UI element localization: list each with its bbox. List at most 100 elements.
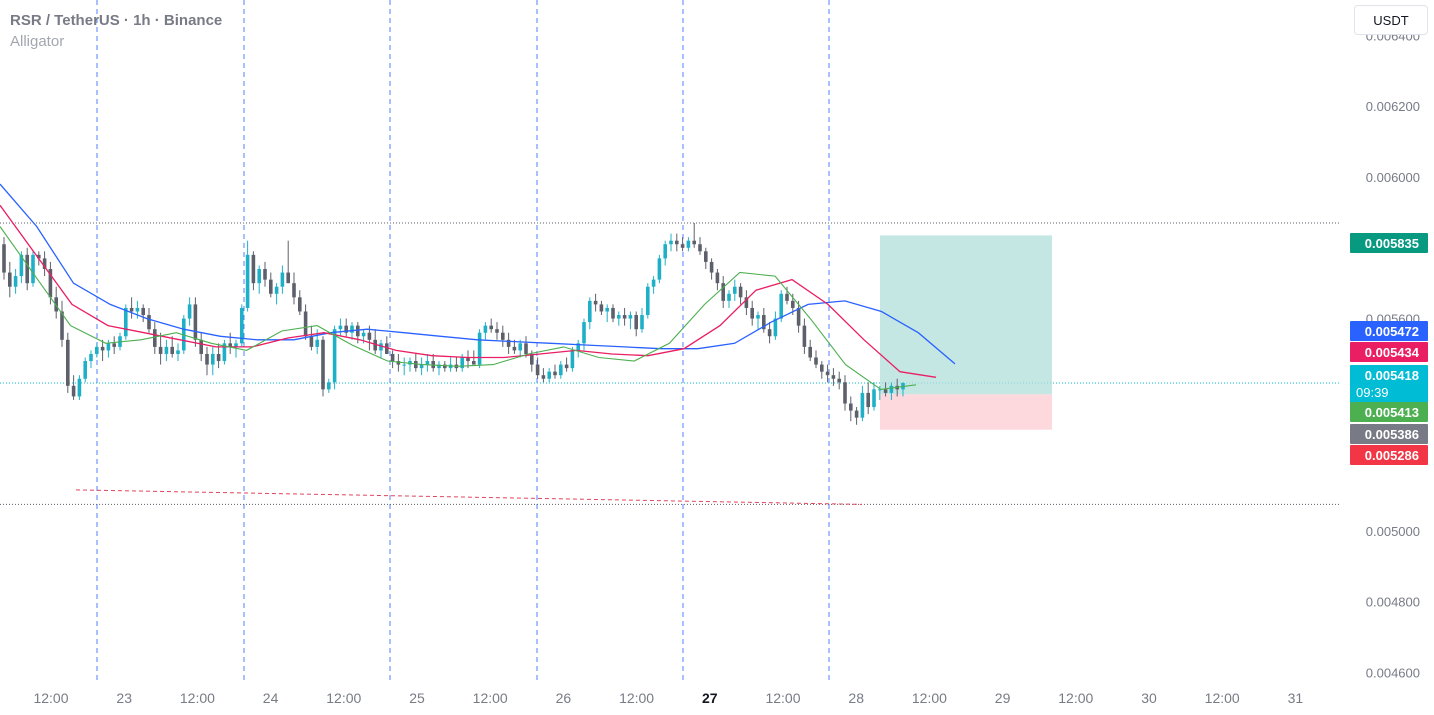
candle-body <box>727 293 731 301</box>
candle-body <box>263 269 267 280</box>
candle-body <box>547 371 551 379</box>
candle-body <box>425 361 430 365</box>
candle-body <box>820 364 824 372</box>
candle <box>251 251 256 291</box>
candle-body <box>129 307 134 312</box>
candle-body <box>170 346 174 354</box>
candle-body <box>721 283 725 301</box>
candle <box>646 283 650 319</box>
candle <box>42 251 47 277</box>
candle-body <box>872 389 876 408</box>
candle-body <box>860 392 865 418</box>
candle <box>860 385 865 422</box>
candle-body <box>495 329 499 333</box>
candle <box>605 304 609 323</box>
candle <box>77 375 82 400</box>
candle <box>8 261 12 298</box>
candle-body <box>524 343 528 354</box>
price-label-bg <box>1350 402 1428 422</box>
candle-body <box>628 315 633 319</box>
candle-body <box>292 283 296 298</box>
candle-body <box>541 375 546 379</box>
candle-body <box>530 353 534 365</box>
candle-body <box>19 254 24 277</box>
candle-body <box>153 329 157 347</box>
candle-body <box>112 343 116 347</box>
candle-body <box>564 364 569 369</box>
candle <box>599 300 604 316</box>
candle-body <box>385 343 389 354</box>
candle-body <box>187 304 192 319</box>
candle <box>750 300 754 326</box>
x-tick-label: 12:00 <box>473 690 508 706</box>
candle <box>211 346 215 376</box>
candle-body <box>779 293 783 319</box>
candle-body <box>686 240 691 248</box>
candle-body <box>315 339 319 347</box>
y-tick-label: 0.004800 <box>1366 595 1420 610</box>
candle <box>611 304 615 323</box>
x-tick-label: 12:00 <box>180 690 215 706</box>
candle <box>663 240 667 266</box>
candle-body <box>402 364 406 366</box>
candle-body <box>883 389 888 393</box>
candle-body <box>367 332 372 340</box>
candle <box>727 290 731 308</box>
indicator-title[interactable]: Alligator <box>10 33 65 50</box>
candle-body <box>443 364 447 369</box>
candle <box>448 357 453 372</box>
candle-body <box>750 307 754 319</box>
price-label-text: 0.005413 <box>1365 405 1419 420</box>
candle-body <box>95 346 99 354</box>
candle <box>170 336 174 358</box>
candle <box>443 361 447 372</box>
price-axis[interactable]: 0.0064000.0062000.0060000.0058000.005600… <box>1366 28 1420 680</box>
candle <box>13 269 18 294</box>
candle-body <box>2 244 6 273</box>
candle-body <box>414 361 418 369</box>
price-label: 0.005418 09:39 <box>1350 365 1428 403</box>
candle <box>489 318 493 333</box>
candle-body <box>147 315 151 330</box>
candle <box>837 371 841 390</box>
candle <box>199 332 203 362</box>
candle-body <box>582 322 586 344</box>
candle-body <box>849 403 853 411</box>
candle-body <box>396 361 401 365</box>
candle-body <box>83 361 87 379</box>
candle-body <box>512 346 517 351</box>
x-tick-label: 12:00 <box>765 690 800 706</box>
x-tick-label: 28 <box>848 690 864 706</box>
trend-line[interactable] <box>75 489 863 505</box>
symbol-title[interactable]: RSR / TetherUS · 1h · Binance <box>10 12 223 29</box>
candle-body <box>831 375 836 379</box>
long-position-tool[interactable] <box>880 235 1052 430</box>
candle <box>756 311 760 330</box>
price-label-bg <box>1350 233 1428 253</box>
currency-button[interactable]: USDT <box>1354 5 1428 35</box>
candle-body <box>878 389 882 391</box>
candle-body <box>617 315 621 319</box>
candle <box>593 293 598 312</box>
candle-body <box>298 297 302 312</box>
candle-body <box>570 350 575 369</box>
candlestick-series <box>2 222 905 425</box>
candle-body <box>31 254 35 284</box>
candle <box>292 272 296 305</box>
candle-body <box>437 364 441 369</box>
candle-body <box>680 244 685 248</box>
time-axis[interactable]: 12:00 23 12:00 24 12:00 25 12:00 26 12:00 27 12:00… <box>33 690 1303 706</box>
price-label-text: 0.005418 <box>1365 368 1419 383</box>
candle-body <box>164 346 169 354</box>
candle-body <box>321 339 325 390</box>
candle <box>2 237 6 280</box>
candle <box>692 222 696 248</box>
price-label: 0.005386 <box>1350 424 1428 444</box>
candle-body <box>390 353 395 362</box>
candle-body <box>269 279 273 294</box>
candle-body <box>814 357 818 365</box>
candle <box>617 311 621 326</box>
session-separators <box>96 0 830 680</box>
candle-body <box>489 325 493 330</box>
